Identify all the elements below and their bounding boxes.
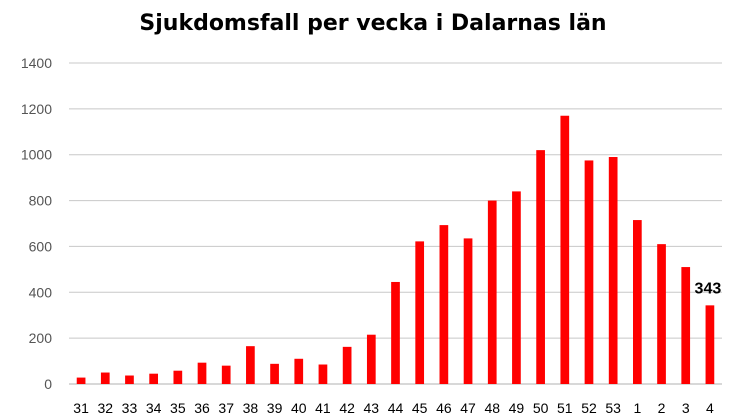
x-tick-label: 42 [339, 400, 355, 416]
bar [632, 220, 642, 384]
chart-title: Sjukdomsfall per vecka i Dalarnas län [139, 11, 606, 36]
x-tick-label: 44 [388, 400, 404, 416]
x-tick-label: 40 [291, 400, 307, 416]
bar [463, 238, 473, 384]
x-tick-label: 43 [364, 400, 380, 416]
bar [294, 358, 304, 384]
x-tick-label: 35 [170, 400, 186, 416]
y-tick-label: 600 [29, 238, 53, 254]
bar [149, 373, 159, 384]
x-tick-label: 2 [658, 400, 666, 416]
bar [415, 241, 425, 384]
x-tick-label: 38 [243, 400, 259, 416]
bar [657, 244, 666, 384]
y-tick-label: 1000 [21, 147, 52, 163]
data-label: 343 [695, 280, 722, 297]
x-tick-label: 39 [267, 400, 283, 416]
x-tick-label: 51 [557, 400, 573, 416]
x-tick-label: 49 [509, 400, 525, 416]
bar [705, 305, 715, 384]
bar [246, 346, 255, 384]
bar [391, 281, 400, 384]
x-tick-label: 1 [633, 400, 641, 416]
bars [76, 115, 715, 384]
x-axis-ticks: 31 32 33 34 35 36 37 38 39 40 41 42 43 44 45 46 47 48 49 50… [73, 400, 714, 416]
bar [560, 115, 570, 384]
x-tick-label: 41 [315, 400, 331, 416]
bar [270, 363, 279, 384]
y-tick-label: 800 [29, 193, 53, 209]
x-tick-label: 4 [706, 400, 714, 416]
bar [439, 225, 449, 384]
x-tick-label: 52 [581, 400, 597, 416]
x-tick-label: 34 [146, 400, 162, 416]
y-tick-label: 200 [29, 330, 53, 346]
y-axis-ticks: 0 200 400 600 800 1000 1200 1400 [21, 55, 52, 392]
x-tick-label: 31 [73, 400, 89, 416]
x-tick-label: 53 [605, 400, 621, 416]
y-tick-label: 400 [29, 284, 53, 300]
bar [584, 160, 594, 384]
x-tick-label: 50 [533, 400, 549, 416]
bar [608, 157, 618, 384]
bar [512, 191, 521, 384]
bar [536, 150, 545, 384]
x-tick-label: 33 [122, 400, 138, 416]
x-tick-label: 37 [218, 400, 234, 416]
bar [366, 334, 376, 384]
y-tick-label: 0 [44, 376, 52, 392]
bar [76, 377, 86, 384]
bar [173, 370, 183, 384]
x-tick-label: 3 [682, 400, 690, 416]
x-tick-label: 47 [460, 400, 476, 416]
bar [487, 200, 497, 384]
bar [100, 372, 110, 384]
x-tick-label: 32 [97, 400, 113, 416]
x-tick-label: 46 [436, 400, 452, 416]
bar [221, 365, 231, 384]
y-tick-label: 1400 [21, 55, 52, 71]
bar [125, 375, 134, 384]
y-tick-label: 1200 [21, 101, 52, 117]
bar [681, 267, 691, 384]
bar [342, 346, 352, 384]
bar [318, 364, 328, 384]
annotations: 343 [695, 280, 722, 297]
x-tick-label: 48 [484, 400, 500, 416]
bar [197, 362, 207, 384]
x-tick-label: 45 [412, 400, 428, 416]
x-tick-label: 36 [194, 400, 210, 416]
